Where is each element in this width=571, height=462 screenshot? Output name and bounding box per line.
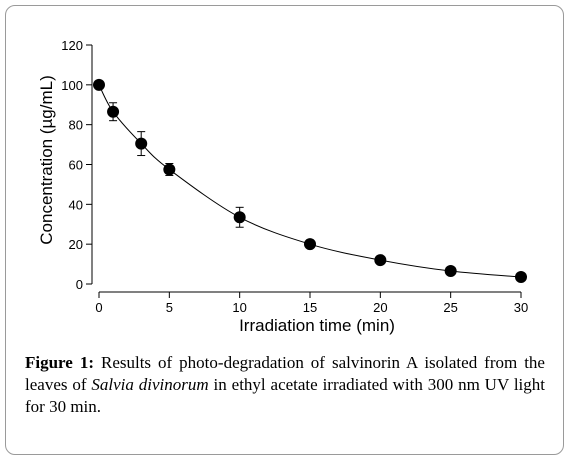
- y-tick-label-40: 40: [69, 197, 83, 212]
- x-tick-label-0: 0: [95, 300, 102, 315]
- data-point-5: [163, 163, 176, 176]
- x-axis-label: Irradiation time (min): [239, 316, 395, 335]
- data-point-30: [515, 271, 527, 284]
- data-point-15: [304, 238, 316, 251]
- figure-caption: Figure 1: Results of photo-degradation o…: [25, 352, 545, 418]
- plot-area: [93, 78, 527, 284]
- x-ticks: 0 5 10 15 20 25 30: [95, 292, 528, 315]
- data-point-20: [374, 254, 387, 267]
- y-axis-label: Concentration (µg/mL): [37, 75, 56, 244]
- x-tick-label-5: 5: [166, 300, 173, 315]
- y-tick-label-20: 20: [69, 237, 83, 252]
- x-tick-label-10: 10: [232, 300, 246, 315]
- data-point-3: [135, 137, 148, 150]
- y-tick-label-60: 60: [69, 158, 83, 173]
- y-tick-label-0: 0: [76, 277, 83, 292]
- caption-species: Salvia divinorum: [91, 375, 209, 394]
- data-point-0: [93, 78, 105, 91]
- y-ticks: 0 20 40 60 80 100 120: [61, 38, 92, 292]
- error-bars: [109, 102, 244, 228]
- y-tick-label-80: 80: [69, 118, 83, 133]
- x-tick-label-15: 15: [303, 300, 317, 315]
- x-tick-label-25: 25: [443, 300, 457, 315]
- data-point-1: [107, 105, 120, 118]
- data-point-10: [233, 211, 246, 224]
- data-point-25: [444, 265, 457, 278]
- caption-text-before: Results of photo-degradation of salvinor…: [25, 353, 545, 394]
- y-tick-label-100: 100: [61, 78, 83, 93]
- y-tick-label-120: 120: [61, 38, 83, 53]
- chart: 0 20 40 60 80 100 120 0 5 10 15 20 25 30 Concentrati…: [37, 38, 528, 335]
- chart-axes: 0 20 40 60 80 100 120 0 5 10 15 20 25 30 Concentrati…: [37, 38, 528, 335]
- x-tick-label-20: 20: [373, 300, 387, 315]
- data-points: [93, 78, 527, 284]
- caption-label: Figure 1:: [25, 353, 94, 372]
- x-tick-label-30: 30: [514, 300, 528, 315]
- caption-text-after: in ethyl acetate irradiated with 300 nm …: [25, 375, 545, 416]
